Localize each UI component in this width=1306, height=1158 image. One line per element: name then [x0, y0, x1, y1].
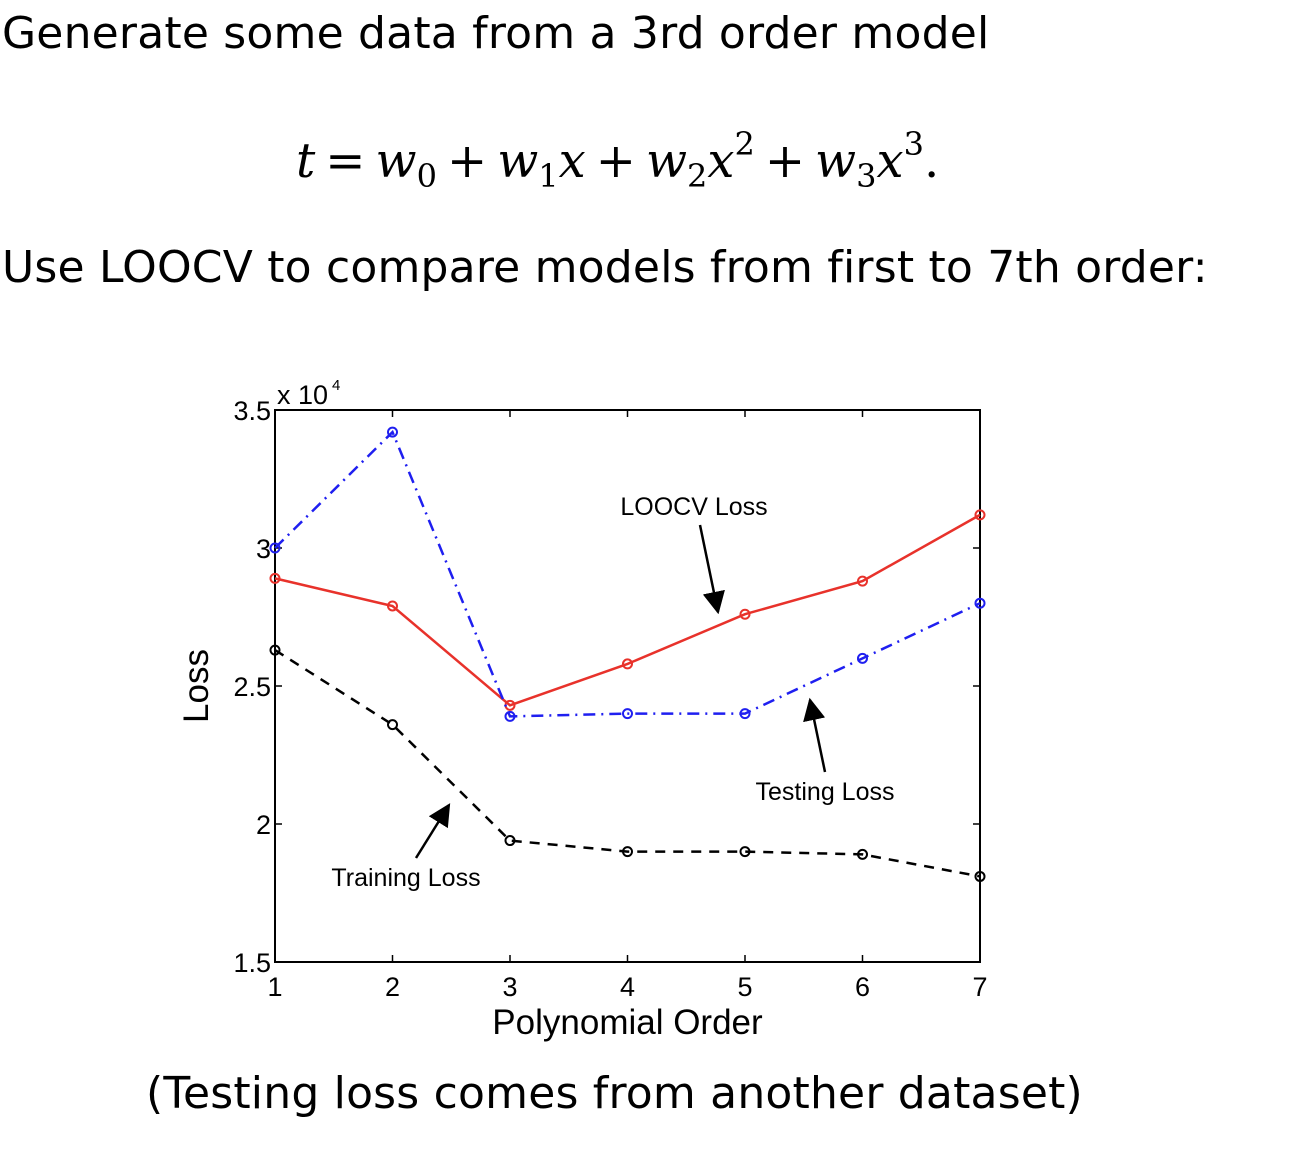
- y-axis-label: Loss: [177, 649, 216, 723]
- intro-text: Generate some data from a 3rd order mode…: [2, 8, 990, 59]
- point-training-5: [739, 846, 751, 858]
- x-axis-label: Polynomial Order: [492, 1003, 763, 1042]
- y-tick-label-4: 3.5: [233, 396, 271, 426]
- term-3-w: w: [815, 133, 857, 189]
- series-line-testing: [274, 429, 981, 718]
- term-3-x: x: [876, 133, 904, 189]
- annotation-arrow-training: [414, 803, 451, 859]
- point-testing-2: [387, 426, 398, 438]
- y-scale-exponent: 4: [332, 377, 340, 394]
- point-loocv-1: [269, 572, 281, 584]
- point-training-3: [504, 835, 516, 847]
- term-3-sup: 3: [903, 125, 924, 163]
- x-tick-label-7: 7: [972, 972, 987, 1002]
- annotation-label-testing: Testing Loss: [756, 778, 895, 806]
- x-tick-label-5: 5: [737, 972, 752, 1002]
- term-2-x: x: [707, 133, 735, 189]
- point-loocv-5: [739, 608, 751, 620]
- y-scale-label: x 10: [277, 380, 328, 410]
- x-tick-label-4: 4: [620, 972, 635, 1002]
- term-2-sup: 2: [734, 125, 755, 163]
- x-tick-label-1: 1: [267, 972, 282, 1002]
- equation-end: .: [923, 133, 940, 189]
- point-training-2: [387, 719, 398, 731]
- annotation-label-loocv: LOOCV Loss: [620, 493, 767, 521]
- y-tick-label-3: 3: [256, 534, 271, 564]
- point-loocv-4: [622, 658, 633, 670]
- x-tick-label-3: 3: [502, 972, 517, 1002]
- caption-text: (Testing loss comes from another dataset…: [146, 1068, 1083, 1119]
- term-1-x: x: [558, 133, 586, 189]
- point-testing-6: [857, 652, 868, 664]
- term-0-w: w: [375, 133, 417, 189]
- term-1-sub: 1: [538, 157, 559, 195]
- series-line-loocv: [274, 513, 981, 707]
- x-tick-label-6: 6: [855, 972, 870, 1002]
- annotation-arrow-testing: [803, 697, 827, 773]
- point-training-6: [857, 848, 868, 860]
- point-testing-7: [974, 597, 986, 609]
- annotation-arrow-loocv: [698, 524, 725, 615]
- term-2-sub: 2: [687, 157, 708, 195]
- y-tick-label-2: 2.5: [233, 672, 271, 702]
- point-testing-5: [739, 708, 751, 720]
- point-loocv-2: [387, 600, 398, 612]
- plus-3: +: [764, 133, 806, 189]
- annotation-label-training: Training Loss: [331, 864, 480, 892]
- term-2-w: w: [645, 133, 688, 189]
- point-training-4: [622, 846, 633, 858]
- point-loocv-6: [857, 575, 868, 587]
- series-line-training: [274, 649, 981, 878]
- equation-lhs: t: [296, 133, 316, 189]
- plus-2: +: [595, 133, 636, 189]
- point-testing-4: [622, 708, 633, 720]
- equation-equals: =: [325, 133, 366, 189]
- point-testing-1: [269, 542, 281, 554]
- point-loocv-7: [974, 509, 986, 521]
- instruction-text: Use LOOCV to compare models from first t…: [2, 242, 1208, 293]
- point-training-1: [269, 644, 281, 656]
- y-tick-label-0: 1.5: [233, 948, 271, 978]
- plus-1: +: [446, 133, 488, 189]
- y-tick-label-1: 2: [256, 810, 271, 840]
- model-equation: t = w0 + w1x + w2x2 + w3x3.: [296, 125, 939, 195]
- term-0-sub: 0: [416, 157, 437, 195]
- term-3-sub: 3: [856, 157, 877, 195]
- point-testing-3: [504, 710, 516, 722]
- term-1-w: w: [497, 133, 539, 189]
- x-tick-label-2: 2: [385, 972, 400, 1002]
- point-training-7: [974, 870, 986, 882]
